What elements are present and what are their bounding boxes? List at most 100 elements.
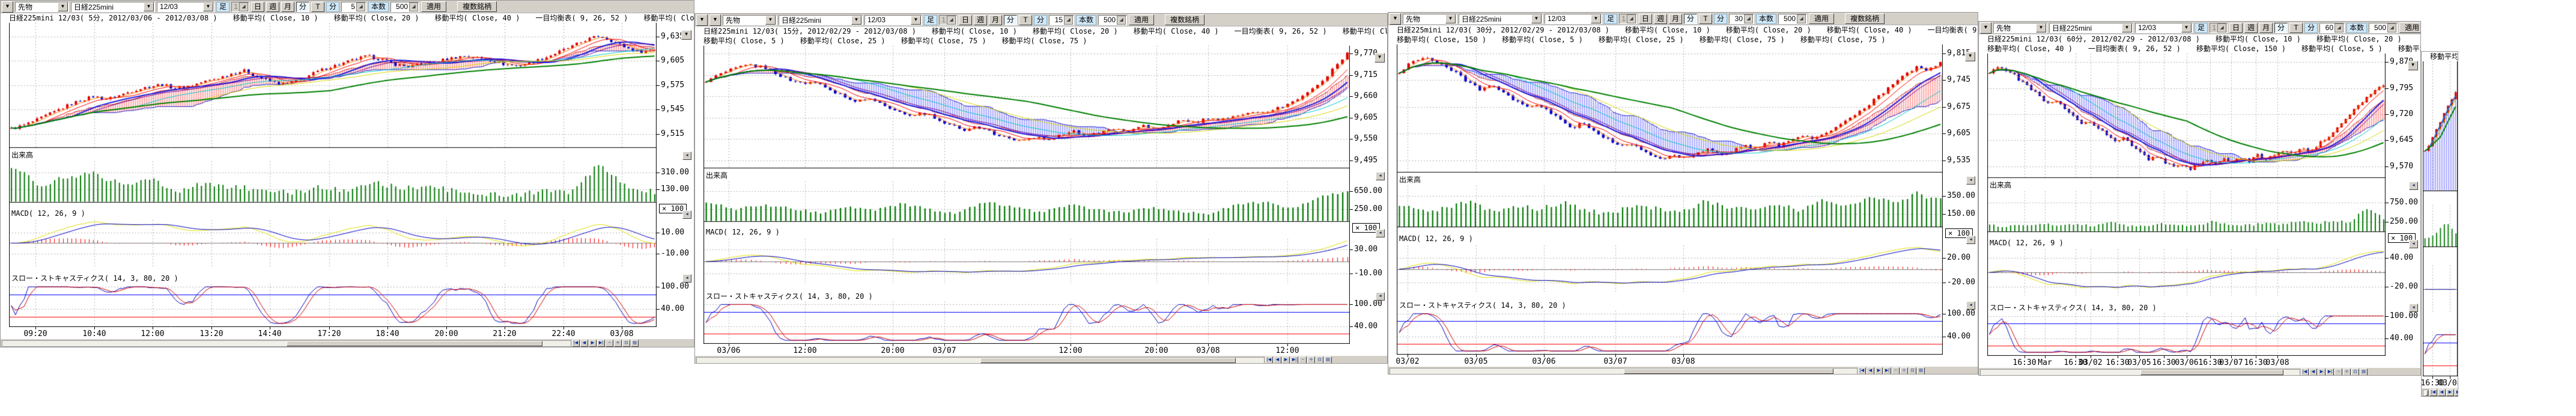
period-button-1[interactable]: 週 — [266, 1, 280, 12]
bars-count-spinner[interactable]: 500 ◢ — [1778, 13, 1808, 24]
chart-nav-button-1[interactable]: ◀ — [580, 340, 588, 347]
chevron-down-icon[interactable]: ▼ — [1531, 14, 1542, 23]
chart-nav-button-5[interactable]: ＋ — [1307, 356, 1315, 363]
pane-collapse-button[interactable]: ◀ — [682, 210, 691, 219]
contract-select[interactable]: 12/03 ▼ — [157, 1, 214, 12]
scrollbar-thumb[interactable] — [2426, 390, 2428, 396]
chart-nav-button-0[interactable]: |◀ — [2429, 389, 2437, 396]
chart-nav-button-6[interactable]: ⊡ — [1316, 356, 1323, 363]
pane-collapse-button[interactable]: ◀ — [1376, 292, 1385, 301]
multi-symbol-button[interactable]: 複数銘柄 — [457, 1, 497, 12]
pane-collapse-button[interactable]: ◀ — [2409, 240, 2418, 248]
spinner-grip-icon[interactable]: ◢ — [356, 2, 366, 11]
chart-nav-button-2[interactable]: ▶ — [589, 340, 597, 347]
scroll-to-latest-button[interactable]: ▼ — [1375, 53, 1385, 63]
spinner-grip-icon[interactable]: ◢ — [947, 15, 956, 25]
chart-nav-button-2[interactable]: ▶ — [2318, 369, 2325, 375]
spinner-grip-icon[interactable]: ◢ — [1117, 15, 1126, 25]
chevron-down-icon[interactable]: ▼ — [765, 15, 776, 25]
pane-collapse-button[interactable]: ◀ — [1966, 301, 1975, 310]
period-button-1[interactable]: 週 — [1654, 13, 1668, 24]
chart-plot-area[interactable]: 出来高 MACD( 12, 26, 9 ) スロー・ストキャスティクス( 14, 3… — [1, 23, 694, 327]
apply-button[interactable]: 適用 — [2399, 22, 2420, 33]
chart-plot-area[interactable]: 出来高 MACD( 12, 26, 9 ) スロー・ストキャスティクス( 14, 3… — [1388, 44, 1978, 355]
period-button-4[interactable]: T — [1019, 14, 1033, 25]
window-menu-button[interactable]: ▼ — [1980, 22, 1991, 34]
pane-collapse-button[interactable]: ◀ — [1376, 172, 1385, 180]
bar-interval-spinner[interactable]: 1 ◢ — [2210, 22, 2228, 33]
chart-nav-button-1[interactable]: ◀ — [2438, 389, 2446, 396]
chart-nav-button-1[interactable]: ◀ — [1274, 356, 1281, 363]
chart-nav-button-6[interactable]: ⊡ — [1909, 367, 1916, 374]
horizontal-scrollbar[interactable] — [1390, 367, 1858, 374]
period-button-0[interactable]: 日 — [959, 14, 973, 25]
chart-nav-button-6[interactable]: ⊡ — [622, 340, 630, 347]
period-button-3[interactable]: 分 — [2274, 22, 2288, 33]
price-chart-canvas[interactable] — [1987, 54, 2386, 356]
multi-symbol-button[interactable]: 複数銘柄 — [1845, 13, 1885, 24]
symbol-select[interactable]: 日経225mini ▼ — [2049, 22, 2133, 33]
chart-plot-area[interactable]: 出来高 MACD( 12, 26, 9 ) スロー・ストキャスティクス( 14, 3… — [695, 46, 1387, 344]
spinner-grip-icon[interactable]: ◢ — [2387, 23, 2397, 32]
chart-plot-area[interactable] — [2422, 61, 2458, 376]
chevron-down-icon[interactable]: ▼ — [203, 2, 213, 11]
period-button-2[interactable]: 月 — [1669, 13, 1683, 24]
pane-collapse-button[interactable]: ◀ — [1966, 236, 1975, 244]
chart-nav-button-1[interactable]: ◀ — [1867, 367, 1874, 374]
chevron-down-icon[interactable]: ▼ — [144, 2, 154, 11]
chevron-down-icon[interactable]: ▼ — [1591, 14, 1601, 23]
period-button-3[interactable]: 分 — [1684, 13, 1698, 24]
symbol-select[interactable]: 日経225mini ▼ — [779, 14, 863, 25]
chevron-down-icon[interactable]: ▼ — [1445, 14, 1456, 23]
symbol-select[interactable]: 日経225mini ▼ — [71, 1, 155, 12]
spinner-grip-icon[interactable]: ◢ — [1744, 14, 1754, 23]
chart-nav-button-6[interactable]: ⊡ — [2351, 369, 2359, 375]
bar-interval-spinner[interactable]: 1 ◢ — [1619, 13, 1638, 24]
chart-nav-button-4[interactable]: − — [1892, 367, 1900, 374]
chart-nav-button-0[interactable]: |◀ — [572, 340, 580, 347]
chart-nav-button-3[interactable]: ▶| — [2326, 369, 2334, 375]
horizontal-scrollbar[interactable] — [696, 356, 1265, 363]
chart-plot-area[interactable]: 出来高 MACD( 12, 26, 9 ) スロー・ストキャスティクス( 14, 3… — [1979, 54, 2420, 356]
scrollbar-thumb[interactable] — [980, 357, 1236, 363]
window-menu-button[interactable]: ▼ — [696, 14, 708, 26]
period-button-4[interactable]: T — [1699, 13, 1713, 24]
chart-nav-button-7[interactable]: ▤ — [1324, 356, 1332, 363]
chevron-down-icon[interactable]: ▼ — [2122, 23, 2132, 32]
horizontal-scrollbar[interactable] — [1980, 369, 2300, 375]
chevron-down-icon[interactable]: ▼ — [2181, 23, 2192, 32]
period-button-4[interactable]: T — [2289, 22, 2303, 33]
spinner-grip-icon[interactable]: ◢ — [2334, 23, 2344, 32]
spinner-grip-icon[interactable]: ◢ — [2217, 23, 2227, 32]
bars-count-spinner[interactable]: 500 ◢ — [390, 1, 420, 12]
chart-nav-button-2[interactable]: ▶ — [1875, 367, 1883, 374]
scrollbar-thumb[interactable] — [1623, 368, 1834, 374]
pane-collapse-button[interactable]: ◀ — [682, 151, 691, 160]
period-button-2[interactable]: 月 — [281, 1, 295, 12]
pane-collapse-button[interactable]: ◀ — [1376, 229, 1385, 237]
minute-spinner[interactable]: 30 ◢ — [1729, 13, 1755, 24]
price-chart-canvas[interactable] — [703, 46, 1350, 344]
pane-collapse-button[interactable]: ◀ — [1966, 176, 1975, 185]
pane-collapse-button[interactable]: ◀ — [2409, 304, 2418, 312]
period-button-0[interactable]: 日 — [1639, 13, 1653, 24]
chevron-down-icon[interactable]: ▼ — [2036, 23, 2046, 32]
price-chart-canvas[interactable] — [1397, 44, 1943, 355]
symbol-select[interactable]: 日経225mini ▼ — [1459, 13, 1543, 24]
chart-nav-button-4[interactable]: − — [606, 340, 613, 347]
chart-nav-button-0[interactable]: |◀ — [1265, 356, 1273, 363]
period-button-4[interactable]: T — [311, 1, 325, 12]
spinner-grip-icon[interactable]: ◢ — [1797, 14, 1806, 23]
period-button-2[interactable]: 月 — [2259, 22, 2273, 33]
chart-nav-button-2[interactable]: ▶ — [2446, 389, 2454, 396]
category-select[interactable]: 先物 ▼ — [15, 1, 69, 12]
chart-nav-button-3[interactable]: ▶| — [597, 340, 605, 347]
chevron-down-icon[interactable]: ▼ — [911, 15, 921, 25]
price-chart-canvas[interactable] — [2423, 61, 2458, 376]
price-chart-canvas[interactable] — [9, 23, 657, 327]
contract-select[interactable]: 12/03 ▼ — [2135, 22, 2193, 33]
chart-nav-button-3[interactable]: ▶| — [1290, 356, 1298, 363]
scroll-to-latest-button[interactable]: ▼ — [1965, 52, 1975, 61]
horizontal-scrollbar[interactable] — [2, 340, 571, 347]
period-button-3[interactable]: 分 — [296, 1, 310, 12]
